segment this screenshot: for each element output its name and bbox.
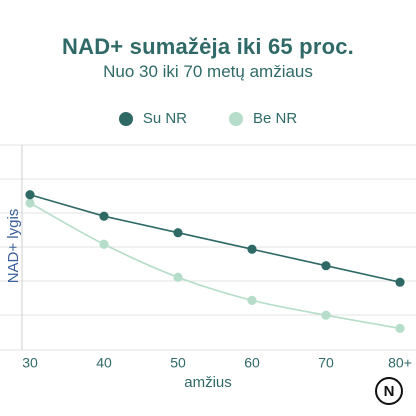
data-point-su-nr-50	[173, 228, 183, 238]
x-tick-label-80plus: 80+	[388, 355, 412, 371]
x-tick-label-70: 70	[318, 355, 334, 371]
data-point-be-nr-60	[247, 295, 257, 305]
data-point-su-nr-80plus	[395, 277, 405, 287]
x-tick-label-30: 30	[22, 355, 38, 371]
data-point-su-nr-70	[321, 261, 331, 271]
x-axis-label: amžius	[184, 374, 232, 391]
x-tick-label-50: 50	[170, 355, 186, 371]
x-tick-label-60: 60	[244, 355, 260, 371]
legend-label-be-nr: Be NR	[253, 110, 298, 127]
data-point-be-nr-50	[173, 272, 183, 282]
data-point-su-nr-40	[99, 211, 109, 221]
chart-legend: Su NR Be NR	[0, 110, 416, 127]
series-line-su-nr	[29, 193, 401, 283]
x-tick-label-40: 40	[96, 355, 112, 371]
chart-subtitle: Nuo 30 iki 70 metų amžiaus	[103, 62, 313, 81]
chart-title: NAD+ sumažėja iki 65 proc.	[62, 34, 354, 59]
data-point-su-nr-60	[247, 244, 257, 254]
legend-label-su-nr: Su NR	[142, 110, 187, 127]
data-point-be-nr-40	[99, 239, 109, 249]
legend-swatch-su-nr	[118, 111, 133, 126]
legend-item-su-nr: Su NR	[118, 110, 187, 127]
series-line-be-nr	[29, 202, 401, 330]
data-point-be-nr-70	[321, 310, 331, 320]
y-axis-label: NAD+ lygis	[5, 209, 22, 284]
legend-swatch-be-nr	[229, 111, 243, 126]
data-point-su-nr-30	[25, 190, 35, 200]
brand-logo: N	[375, 377, 403, 405]
data-point-be-nr-30	[25, 198, 35, 208]
data-point-be-nr-80plus	[395, 323, 405, 333]
legend-item-be-nr: Be NR	[229, 110, 297, 127]
